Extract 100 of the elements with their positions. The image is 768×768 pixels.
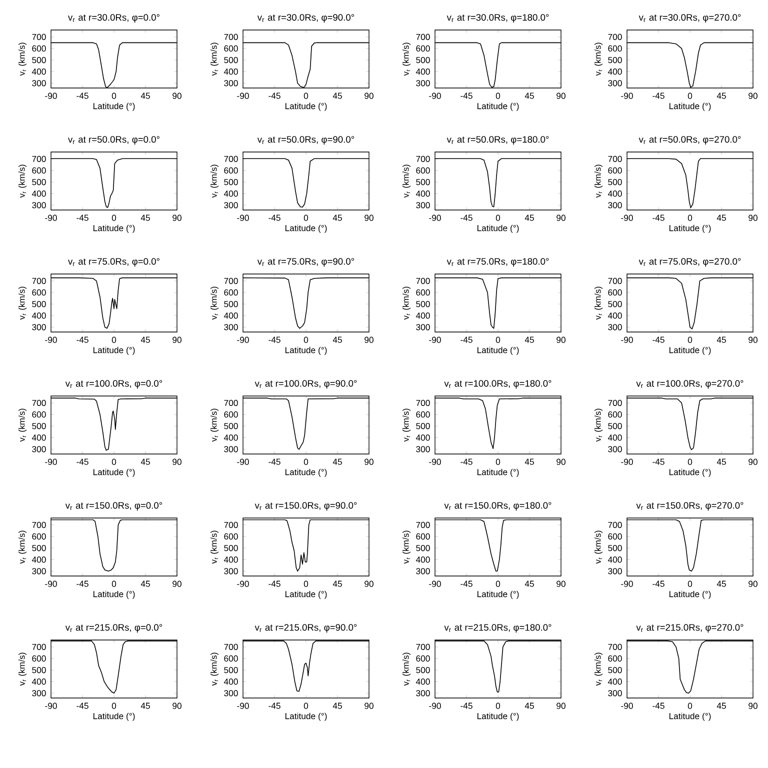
x-tick-label: -90 [237, 580, 249, 587]
y-tick-label: 700 [416, 644, 430, 650]
x-axis-title: Latitude (°) [669, 224, 711, 233]
x-tick-label: -90 [429, 458, 441, 465]
y-axis-title: v$_{r}$ (km/s) [18, 164, 27, 198]
x-tick-label: -45 [268, 92, 280, 99]
x-tick-label: 45 [524, 336, 534, 343]
x-tick-label: -90 [429, 214, 441, 221]
y-tick-label: 300 [32, 202, 46, 208]
y-axis-title: v$_{r}$ (km/s) [594, 530, 603, 564]
x-tick-label: 45 [524, 458, 534, 465]
x-axis-title: Latitude (°) [669, 346, 711, 355]
x-tick-label: 0 [112, 92, 116, 99]
x-tick-label: 0 [112, 214, 116, 221]
x-tick-label: -45 [460, 580, 472, 587]
y-tick-label: 600 [32, 533, 46, 540]
x-tick-label: -90 [237, 92, 249, 99]
x-tick-label: 0 [688, 702, 692, 709]
y-tick-label: 300 [32, 324, 46, 330]
chart-title: v$_{r}$ at r=75.0Rs, φ=90.0° [257, 258, 354, 267]
x-axis-title: Latitude (°) [285, 102, 327, 111]
x-tick-label: 0 [496, 92, 500, 99]
y-tick-label: 700 [416, 156, 430, 162]
y-tick-label: 500 [32, 666, 46, 674]
chart-title: v$_{r}$ at r=150.0Rs, φ=90.0° [254, 502, 357, 511]
x-tick-label: 45 [332, 92, 342, 99]
x-tick-label: -90 [45, 214, 57, 221]
x-axis-title: Latitude (°) [93, 346, 135, 355]
y-tick-label: 500 [608, 300, 622, 308]
x-axis-title: Latitude (°) [285, 712, 327, 721]
x-tick-label: -45 [460, 458, 472, 465]
y-tick-label: 600 [224, 533, 238, 540]
y-tick-label: 600 [224, 655, 238, 662]
y-tick-label: 400 [224, 190, 238, 197]
y-tick-label: 500 [416, 56, 430, 64]
x-tick-label: 90 [172, 92, 182, 99]
y-tick-label: 500 [224, 56, 238, 64]
y-tick-label: 600 [608, 533, 622, 540]
y-tick-label: 500 [416, 300, 430, 308]
x-tick-label: 45 [332, 214, 342, 221]
y-tick-label: 700 [224, 34, 238, 40]
x-tick-label: 90 [556, 458, 566, 465]
x-tick-label: -45 [268, 580, 280, 587]
y-tick-label: 600 [416, 655, 430, 662]
x-tick-label: 0 [688, 580, 692, 587]
x-tick-label: -45 [268, 214, 280, 221]
x-tick-label: 0 [496, 458, 500, 465]
x-tick-label: 0 [112, 458, 116, 465]
x-tick-label: -45 [76, 214, 88, 221]
x-tick-label: 0 [688, 92, 692, 99]
line-series [51, 277, 177, 329]
y-axis-title: v$_{r}$ (km/s) [18, 530, 27, 564]
x-tick-label: 0 [112, 580, 116, 587]
x-tick-label: -45 [652, 336, 664, 343]
y-tick-label: 700 [416, 34, 430, 40]
y-tick-label: 500 [224, 300, 238, 308]
x-tick-label: -90 [45, 458, 57, 465]
x-axis-title: Latitude (°) [477, 712, 519, 721]
x-axis-title: Latitude (°) [669, 712, 711, 721]
x-tick-label: 45 [140, 92, 150, 99]
x-tick-label: 90 [556, 336, 566, 343]
y-tick-label: 600 [416, 289, 430, 296]
y-tick-label: 400 [32, 190, 46, 197]
y-tick-label: 500 [608, 666, 622, 674]
y-tick-label: 500 [224, 666, 238, 674]
y-tick-label: 300 [416, 202, 430, 208]
y-axis-title: v$_{r}$ (km/s) [18, 286, 27, 320]
y-tick-label: 400 [608, 678, 622, 685]
y-tick-label: 300 [32, 446, 46, 452]
chart-title: v$_{r}$ at r=150.0Rs, φ=0.0° [65, 502, 162, 511]
y-tick-label: 600 [32, 411, 46, 418]
chart-title: v$_{r}$ at r=215.0Rs, φ=90.0° [254, 624, 357, 633]
x-tick-label: 90 [556, 702, 566, 709]
line-series [243, 277, 369, 329]
x-tick-label: 90 [172, 336, 182, 343]
y-tick-label: 700 [32, 156, 46, 162]
chart-title: v$_{r}$ at r=30.0Rs, φ=0.0° [68, 14, 160, 23]
y-axis-title: v$_{r}$ (km/s) [210, 286, 219, 320]
y-tick-label: 400 [608, 556, 622, 563]
y-axis-title: v$_{r}$ (km/s) [594, 286, 603, 320]
y-tick-label: 300 [608, 690, 622, 696]
x-tick-label: 45 [140, 458, 150, 465]
x-tick-label: 90 [364, 580, 374, 587]
x-tick-label: 90 [172, 702, 182, 709]
y-tick-label: 500 [608, 544, 622, 552]
x-tick-label: -90 [237, 214, 249, 221]
y-tick-label: 300 [608, 202, 622, 208]
x-tick-label: -45 [460, 702, 472, 709]
chart-title: v$_{r}$ at r=75.0Rs, φ=180.0° [446, 258, 549, 267]
y-tick-label: 300 [608, 446, 622, 452]
x-tick-label: -45 [652, 702, 664, 709]
x-tick-label: 45 [140, 336, 150, 343]
x-tick-label: 0 [496, 336, 500, 343]
y-tick-label: 600 [608, 289, 622, 296]
x-tick-label: 90 [364, 458, 374, 465]
line-series [627, 398, 754, 450]
x-tick-label: 45 [524, 214, 534, 221]
y-tick-label: 500 [608, 422, 622, 430]
chart-title: v$_{r}$ at r=215.0Rs, φ=270.0° [636, 624, 744, 633]
x-axis-title: Latitude (°) [93, 712, 135, 721]
